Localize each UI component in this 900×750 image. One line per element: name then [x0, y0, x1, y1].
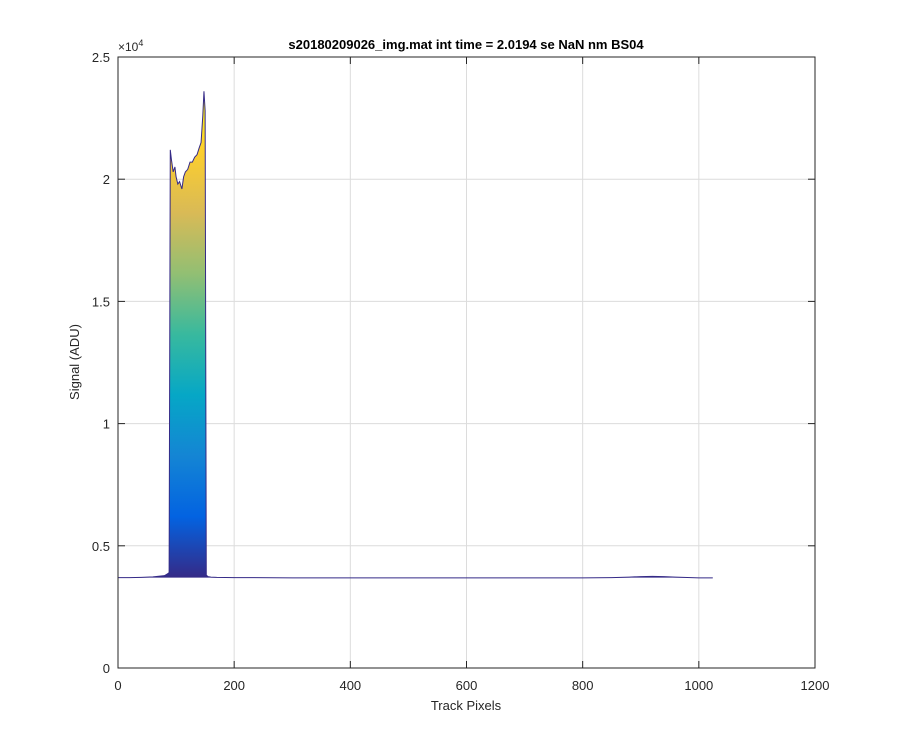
x-tick-label: 1200	[801, 678, 830, 693]
y-axis-exponent: ×104	[118, 38, 143, 54]
x-tick-label: 400	[339, 678, 361, 693]
signal-area	[118, 91, 713, 578]
y-exponent-base: ×10	[118, 40, 139, 54]
x-tick-label: 800	[572, 678, 594, 693]
signal-baseline-line	[118, 91, 713, 579]
y-exponent-power: 4	[138, 38, 143, 48]
x-tick-label: 200	[223, 678, 245, 693]
y-tick-label: 1.5	[92, 294, 110, 309]
y-tick-label: 0	[103, 661, 110, 676]
x-axis-label: Track Pixels	[431, 698, 502, 713]
x-axis-ticks: 0 200 400 600 800 1000 1200	[114, 57, 829, 693]
x-tick-label: 1000	[684, 678, 713, 693]
y-tick-label: 1	[103, 417, 110, 432]
y-tick-label: 0.5	[92, 539, 110, 554]
y-tick-label: 2.5	[92, 50, 110, 65]
y-axis-label: Signal (ADU)	[67, 324, 82, 400]
x-tick-label: 0	[114, 678, 121, 693]
y-axis-ticks: 0 0.5 1 1.5 2 2.5	[92, 50, 815, 676]
y-tick-label: 2	[103, 172, 110, 187]
chart-title: s20180209026_img.mat int time = 2.0194 s…	[288, 37, 644, 52]
x-tick-label: 600	[456, 678, 478, 693]
